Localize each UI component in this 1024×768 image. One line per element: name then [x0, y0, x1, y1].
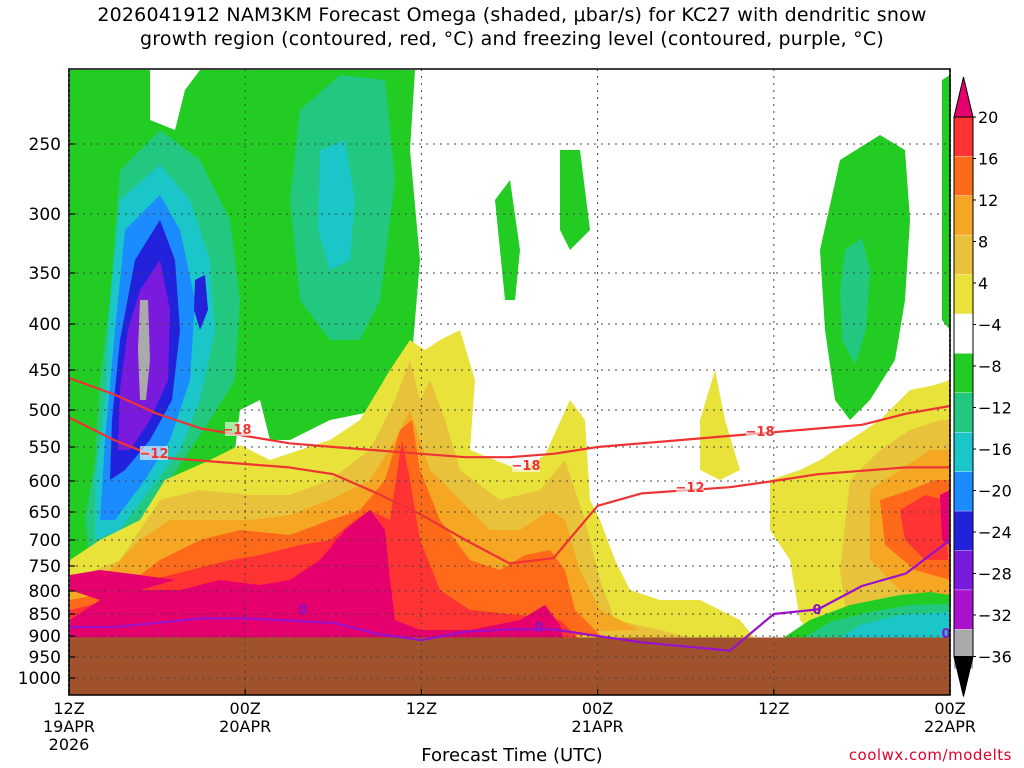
- y-tick-label: 300: [29, 205, 61, 225]
- y-tick-label: 250: [29, 135, 61, 155]
- omega-region-cyan-mid: [318, 140, 355, 270]
- y-tick-label: 750: [29, 557, 61, 577]
- colorbar-swatch: [954, 195, 973, 235]
- colorbar-label: −32: [978, 606, 1012, 625]
- y-tick-label: 400: [29, 315, 61, 335]
- x-tick-label: 22APR: [924, 717, 976, 736]
- y-tick-label: 1000: [18, 669, 61, 689]
- contour-label-zero-b: 0: [534, 621, 543, 636]
- contour-series-2: [69, 416, 950, 565]
- contour-labels: −18 −18 −18 −12 −12 0 0 0 0: [140, 422, 951, 642]
- x-tick-label: 12Z: [758, 699, 789, 718]
- colorbar-label: −4: [978, 316, 1002, 335]
- x-tick-label: 12Z: [406, 699, 437, 718]
- omega-region-green-edge: [942, 75, 950, 330]
- x-tick-label: 19APR: [43, 717, 95, 736]
- contour-label-zero-d: 0: [941, 627, 950, 642]
- chart-title-line-2: growth region (contoured, red, °C) and f…: [140, 28, 884, 50]
- contour-series-3: [69, 539, 950, 652]
- y-axis: 2503003504004505005506006507007508008509…: [18, 135, 75, 689]
- colorbar-swatch: [954, 471, 973, 511]
- y-tick-label: 850: [29, 605, 61, 625]
- contour-label-zero-c: 0: [812, 603, 821, 618]
- y-tick-label: 600: [29, 472, 61, 492]
- colorbar-swatch: [954, 117, 973, 157]
- x-tick-label: 21APR: [572, 717, 624, 736]
- omega-region-magenta: [70, 510, 565, 645]
- chart-title-line-1: 2026041912 NAM3KM Forecast Omega (shaded…: [97, 4, 927, 26]
- colorbar-swatch: [954, 274, 973, 314]
- omega-region-cyan-lowright: [830, 612, 950, 645]
- contour-label-minus12-a: −12: [140, 447, 169, 462]
- omega-shading: [69, 70, 950, 695]
- x-tick-label: 00Z: [934, 699, 965, 718]
- colorbar-arrow-top: [953, 76, 974, 118]
- colorbar-label: 12: [978, 191, 998, 210]
- omega-region-red-right: [900, 495, 948, 560]
- omega-region-green-mid2: [495, 180, 520, 300]
- colorbar-label: 16: [978, 150, 998, 169]
- colorbar-label: −36: [978, 648, 1012, 667]
- y-tick-label: 900: [29, 627, 61, 647]
- x-axis-label: Forecast Time (UTC): [421, 745, 603, 766]
- contour-label-minus12-b: −12: [676, 481, 705, 496]
- y-tick-label: 950: [29, 648, 61, 668]
- colorbar: 20 16 12 8 4 −4 −8 −12 −16 −20 −24 −28 −32 −36: [953, 76, 1012, 697]
- y-tick-label: 450: [29, 361, 61, 381]
- colorbar-swatch: [954, 235, 973, 275]
- colorbar-swatch: [954, 156, 973, 196]
- colorbar-swatch: [954, 511, 973, 551]
- colorbar-label: −16: [978, 440, 1012, 459]
- colorbar-swatch: [954, 314, 973, 354]
- colorbar-label: 20: [978, 108, 998, 127]
- y-tick-label: 550: [29, 438, 61, 458]
- colorbar-swatch: [954, 392, 973, 433]
- omega-region-magenta-upper: [70, 570, 175, 600]
- credit-text: coolwx.com/modelts: [848, 746, 1012, 764]
- x-tick-label: 20APR: [219, 717, 271, 736]
- contour-lines: [69, 376, 950, 652]
- y-tick-label: 350: [29, 264, 61, 284]
- colorbar-label: 4: [978, 274, 988, 293]
- surface-fill: [69, 637, 950, 695]
- colorbar-label: −8: [978, 357, 1002, 376]
- y-tick-label: 700: [29, 531, 61, 551]
- contour-series-1: [69, 376, 950, 459]
- colorbar-arrow-bottom: [953, 656, 974, 697]
- colorbar-swatch: [954, 590, 973, 630]
- omega-region-yellow-small: [700, 370, 740, 480]
- x-tick-label: 00Z: [582, 699, 613, 718]
- colorbar-swatch: [954, 550, 973, 590]
- colorbar-label: −28: [978, 565, 1012, 584]
- y-tick-label: 500: [29, 401, 61, 421]
- contour-label-zero-a: 0: [298, 603, 307, 618]
- colorbar-label: −12: [978, 399, 1012, 418]
- x-tick-label: 2026: [49, 735, 90, 754]
- colorbar-swatch: [954, 432, 973, 472]
- colorbar-swatch: [954, 353, 973, 393]
- x-tick-label: 00Z: [230, 699, 261, 718]
- omega-region-teal-right: [840, 238, 870, 365]
- omega-region-darkblue-mid: [194, 275, 208, 330]
- x-tick-label: 12Z: [53, 699, 84, 718]
- omega-region-green-mid: [560, 150, 590, 250]
- omega-region-magenta-right: [940, 490, 950, 545]
- colorbar-label: 8: [978, 233, 988, 252]
- y-tick-label: 800: [29, 582, 61, 602]
- y-tick-label: 650: [29, 503, 61, 523]
- contour-label-minus18-c: −18: [746, 425, 775, 440]
- colorbar-label: −24: [978, 523, 1012, 542]
- omega-region-gray-left: [138, 300, 150, 400]
- contour-label-minus18-b: −18: [512, 459, 541, 474]
- colorbar-label: −20: [978, 482, 1012, 501]
- contour-label-minus18-a: −18: [223, 423, 252, 438]
